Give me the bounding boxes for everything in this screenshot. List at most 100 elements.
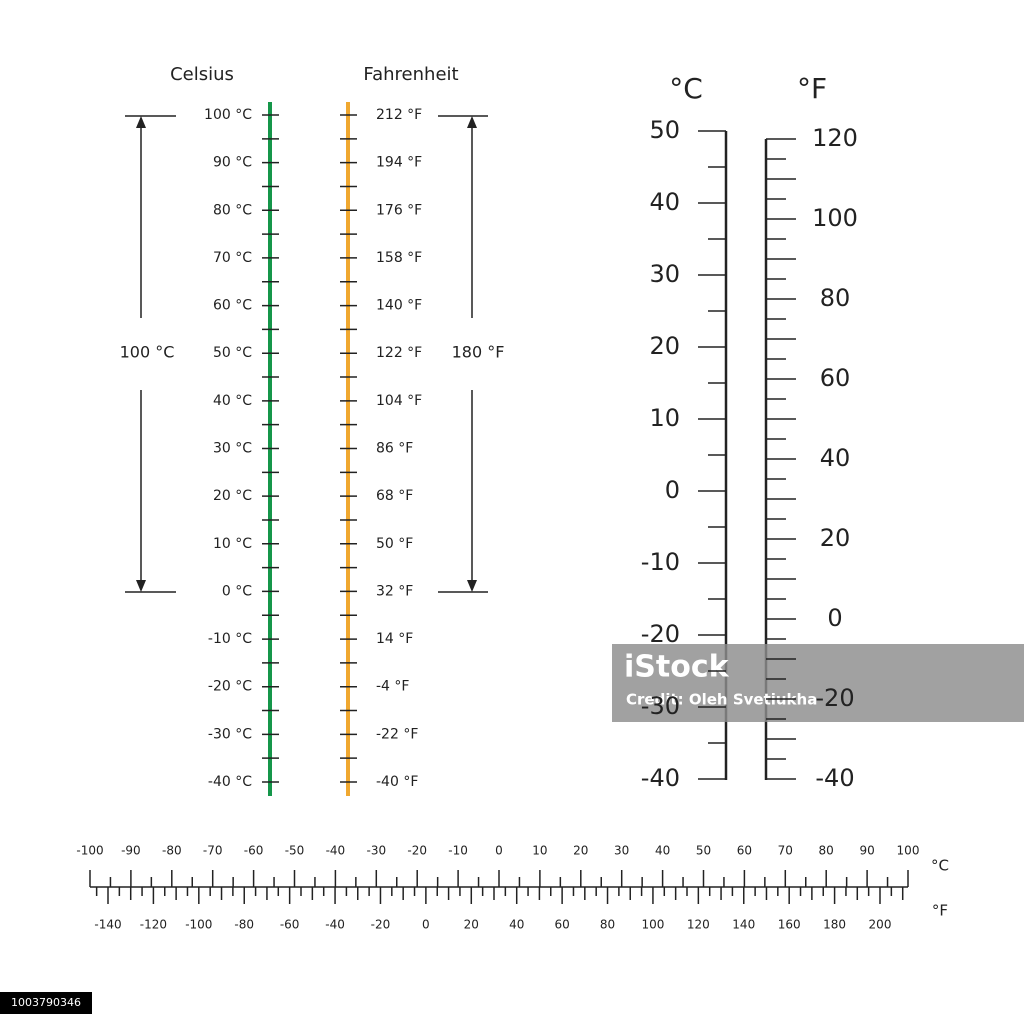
fahrenheit-value: 80 (820, 284, 851, 312)
bottom-fahrenheit-label: 80 (600, 918, 615, 932)
bottom-celsius-label: 50 (696, 844, 711, 858)
bottom-fahrenheit-label: -80 (234, 918, 254, 932)
bottom-fahrenheit-unit: °F (932, 902, 948, 920)
celsius-label: 50 °C (213, 345, 252, 361)
fahrenheit-title: Fahrenheit (363, 64, 458, 85)
fahrenheit-unit: °F (797, 72, 827, 105)
bottom-fahrenheit-label: -20 (371, 918, 391, 932)
fahrenheit-label: -22 °F (376, 726, 418, 742)
celsius-span-arrow (125, 115, 176, 593)
fahrenheit-value: -20 (815, 684, 854, 712)
fahrenheit-value: 60 (820, 364, 851, 392)
bottom-celsius-label: -10 (448, 844, 468, 858)
bottom-celsius-label: -60 (244, 844, 264, 858)
bottom-celsius-label: -40 (326, 844, 346, 858)
celsius-value: 30 (649, 260, 680, 288)
bottom-celsius-label: 70 (778, 844, 793, 858)
celsius-label: 60 °C (213, 298, 252, 314)
celsius-label: 70 °C (213, 250, 252, 266)
bottom-fahrenheit-label: -60 (280, 918, 300, 932)
fahrenheit-label: 50 °F (376, 536, 413, 552)
fahrenheit-label: 140 °F (376, 298, 422, 314)
bottom-celsius-label: 40 (655, 844, 670, 858)
bottom-fahrenheit-label: 160 (778, 918, 801, 932)
fahrenheit-label: 212 °F (376, 107, 422, 123)
celsius-label: 40 °C (213, 393, 252, 409)
celsius-title: Celsius (170, 64, 234, 85)
bottom-celsius-label: 10 (532, 844, 547, 858)
fahrenheit-span: 180 °F (452, 343, 505, 362)
fahrenheit-span-arrow (438, 115, 488, 593)
celsius-value: -40 (641, 764, 680, 792)
celsius-value: 0 (665, 476, 680, 504)
celsius-value: 20 (649, 332, 680, 360)
celsius-value: -30 (641, 692, 680, 720)
bottom-fahrenheit-label: -40 (325, 918, 345, 932)
fahrenheit-label: 176 °F (376, 202, 422, 218)
bottom-fahrenheit-label: -120 (140, 918, 167, 932)
id-badge (0, 992, 92, 1014)
bottom-fahrenheit-label: -140 (94, 918, 121, 932)
fahrenheit-value: -40 (815, 764, 854, 792)
bottom-celsius-label: -100 (76, 844, 103, 858)
bottom-celsius-label: -50 (285, 844, 305, 858)
celsius-unit: °C (669, 72, 703, 105)
bottom-fahrenheit-label: 0 (422, 918, 430, 932)
celsius-span: 100 °C (120, 343, 175, 362)
celsius-label: 100 °C (204, 107, 252, 123)
fahrenheit-label: -4 °F (376, 679, 409, 695)
celsius-label: -20 °C (208, 679, 252, 695)
bottom-celsius-label: 0 (495, 844, 503, 858)
celsius-label: -40 °C (208, 774, 252, 790)
fahrenheit-label: 194 °F (376, 155, 422, 171)
celsius-value: -20 (641, 620, 680, 648)
bottom-celsius-label: -20 (407, 844, 427, 858)
bottom-fahrenheit-label: 180 (823, 918, 846, 932)
fahrenheit-label: 122 °F (376, 345, 422, 361)
celsius-label: 20 °C (213, 488, 252, 504)
fahrenheit-label: 104 °F (376, 393, 422, 409)
celsius-label: 90 °C (213, 155, 252, 171)
fahrenheit-value: 40 (820, 444, 851, 472)
celsius-value: 10 (649, 404, 680, 432)
fahrenheit-label: 86 °F (376, 441, 413, 457)
celsius-value: 50 (649, 116, 680, 144)
bottom-celsius-label: -30 (366, 844, 386, 858)
bottom-celsius-label: 100 (897, 844, 920, 858)
celsius-label: -30 °C (208, 726, 252, 742)
celsius-value: 40 (649, 188, 680, 216)
fahrenheit-value: 0 (827, 604, 842, 632)
bottom-celsius-label: 80 (819, 844, 834, 858)
watermark-band (612, 644, 1024, 722)
bottom-celsius-unit: °C (931, 857, 949, 875)
watermark-brand: iStock (624, 650, 730, 685)
fahrenheit-label: 68 °F (376, 488, 413, 504)
fahrenheit-label: -40 °F (376, 774, 418, 790)
bottom-fahrenheit-label: 40 (509, 918, 524, 932)
celsius-label: 0 °C (222, 583, 252, 599)
bottom-fahrenheit-label: 60 (554, 918, 569, 932)
fahrenheit-value: 120 (812, 124, 858, 152)
fahrenheit-value: 100 (812, 204, 858, 232)
bottom-fahrenheit-label: -100 (185, 918, 212, 932)
celsius-label: 10 °C (213, 536, 252, 552)
bottom-celsius-label: -90 (121, 844, 141, 858)
celsius-label: -10 °C (208, 631, 252, 647)
image-id: 1003790346 (11, 996, 81, 1009)
bottom-fahrenheit-label: 20 (464, 918, 479, 932)
fahrenheit-label: 158 °F (376, 250, 422, 266)
bottom-celsius-label: 60 (737, 844, 752, 858)
bottom-celsius-label: 90 (859, 844, 874, 858)
bottom-fahrenheit-label: 140 (732, 918, 755, 932)
celsius-value: -10 (641, 548, 680, 576)
watermark-credit: Credit: Oleh Svetiukha (626, 691, 817, 709)
bottom-celsius-label: 20 (573, 844, 588, 858)
fahrenheit-label: 14 °F (376, 631, 413, 647)
fahrenheit-label: 32 °F (376, 583, 413, 599)
bottom-celsius-label: -80 (162, 844, 182, 858)
bottom-fahrenheit-label: 200 (869, 918, 892, 932)
celsius-label: 30 °C (213, 441, 252, 457)
celsius-label: 80 °C (213, 202, 252, 218)
bottom-fahrenheit-label: 120 (687, 918, 710, 932)
